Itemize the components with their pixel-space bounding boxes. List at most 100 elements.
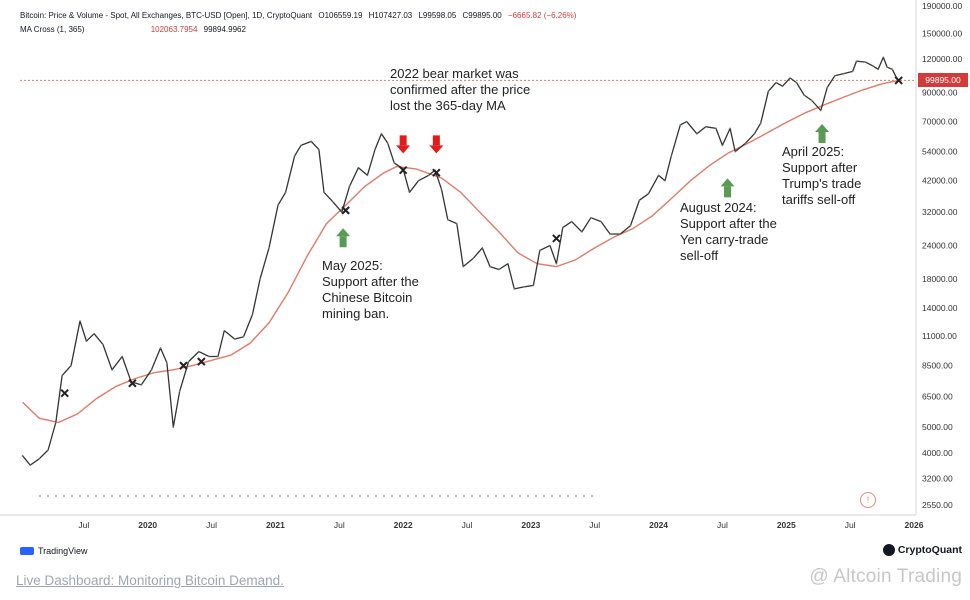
price-point: [481, 247, 484, 249]
price-point: [891, 68, 894, 71]
volume-dot: [311, 495, 313, 497]
price-point: [721, 144, 724, 147]
price-point: [111, 368, 113, 371]
ma-cross-marker: [552, 234, 561, 243]
price-point: [259, 277, 261, 280]
price-point: [581, 231, 583, 233]
volume-dot: [239, 495, 241, 497]
ma365-series-line: [22, 79, 899, 424]
price-point: [233, 338, 236, 340]
volume-dot: [359, 495, 361, 497]
event-alert-icon[interactable]: !: [860, 492, 876, 508]
ma-cross-marker: [60, 388, 69, 398]
price-point: [629, 224, 632, 227]
price-point: [472, 257, 475, 260]
volume-dot: [135, 495, 137, 497]
price-point: [842, 72, 845, 75]
volume-dot: [47, 495, 49, 497]
green-up-arrow: [336, 228, 351, 248]
y-tick-label: 18000.00: [922, 274, 958, 284]
arrow-shaft: [432, 135, 440, 146]
price-point: [819, 109, 822, 112]
price-point: [729, 127, 731, 130]
ma-cross-marker: [894, 76, 903, 85]
y-tick-label: 42000.00: [922, 176, 958, 186]
volume-dot: [439, 495, 441, 497]
volume-dot: [391, 495, 393, 497]
x-tick-label: 2023: [521, 520, 540, 530]
price-point: [187, 360, 190, 363]
price-point: [734, 150, 736, 153]
y-tick-label: 54000.00: [922, 147, 958, 157]
y-tick-label: 6500.00: [922, 392, 953, 402]
cross-stroke: [398, 165, 408, 175]
price-point: [513, 288, 516, 290]
volume-dot: [207, 495, 209, 497]
annotation-august-2024: August 2024: Support after the Yen carry…: [680, 200, 777, 263]
x-tick-label: 2026: [905, 520, 924, 530]
volume-dot: [303, 495, 305, 497]
price-point: [357, 166, 360, 169]
price-point: [223, 329, 226, 332]
cryptoquant-logo: CryptoQuant: [882, 544, 962, 556]
volume-dot: [535, 495, 537, 497]
y-tick-label: 190000.00: [922, 1, 962, 11]
red-down-arrow: [429, 135, 444, 154]
x-tick-label: 2022: [394, 520, 413, 530]
cross-stroke: [432, 168, 441, 177]
volume-dot: [143, 495, 145, 497]
price-point: [670, 155, 673, 157]
volume-dot: [567, 495, 569, 497]
price-point: [332, 201, 334, 203]
arrow-head: [815, 123, 830, 132]
price-point: [781, 85, 784, 88]
volume-dot: [263, 495, 265, 497]
tradingview-icon: [20, 547, 34, 555]
arrow-shaft: [339, 236, 347, 248]
volume-dot: [487, 495, 489, 497]
tradingview-logo[interactable]: TradingView: [20, 546, 88, 556]
x-tick-label: 2020: [138, 520, 157, 530]
volume-dot: [231, 495, 233, 497]
volume-dot: [191, 495, 193, 497]
cross-stroke: [341, 206, 350, 215]
volume-dot: [407, 495, 409, 497]
price-point: [549, 244, 551, 247]
price-point: [93, 332, 95, 335]
price-point: [489, 265, 491, 268]
volume-dot: [455, 495, 457, 497]
volume-dot: [519, 495, 521, 497]
volume-dot: [111, 495, 113, 497]
volume-dot: [479, 495, 481, 497]
y-tick-label: 2550.00: [922, 500, 953, 510]
volume-dot: [351, 495, 353, 497]
volume-dot: [463, 495, 465, 497]
x-tick-label: Jul: [462, 520, 473, 530]
volume-dot: [423, 495, 425, 497]
price-point: [789, 77, 791, 79]
volume-dot: [79, 495, 81, 497]
volume-dot: [39, 495, 41, 497]
price-point: [251, 313, 254, 316]
cross-stroke: [552, 234, 561, 243]
dashboard-link[interactable]: Live Dashboard: Monitoring Bitcoin Deman…: [16, 573, 284, 588]
price-point: [47, 449, 49, 451]
price-point: [318, 148, 320, 151]
y-tick-label: 11000.00: [922, 331, 957, 341]
volume-dot: [511, 495, 513, 497]
price-point: [767, 90, 770, 93]
x-tick-label: Jul: [589, 520, 600, 530]
volume-dot: [383, 495, 385, 497]
volume-dot: [367, 495, 369, 497]
volume-dot: [287, 495, 289, 497]
price-point: [696, 132, 698, 135]
price-point: [705, 125, 707, 128]
volume-dot: [471, 495, 473, 497]
volume-dot: [399, 495, 401, 497]
price-point: [647, 193, 650, 195]
arrow-head: [336, 228, 351, 237]
price-point: [803, 94, 805, 96]
price-point: [178, 390, 181, 393]
volume-dot: [159, 495, 161, 497]
